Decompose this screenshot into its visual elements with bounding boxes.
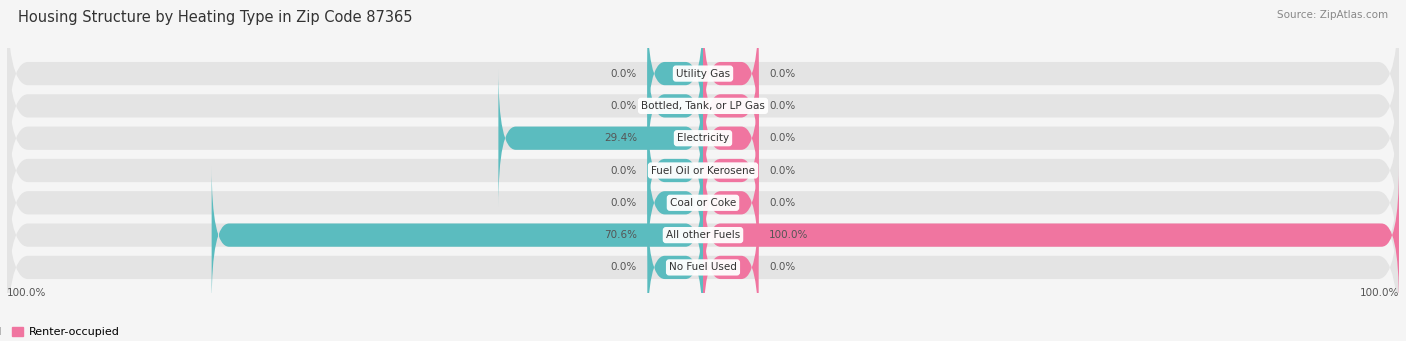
Text: 0.0%: 0.0% <box>769 165 796 176</box>
FancyBboxPatch shape <box>703 101 759 240</box>
FancyBboxPatch shape <box>647 198 703 337</box>
Text: 0.0%: 0.0% <box>610 69 637 78</box>
Text: Fuel Oil or Kerosene: Fuel Oil or Kerosene <box>651 165 755 176</box>
Text: Coal or Coke: Coal or Coke <box>669 198 737 208</box>
FancyBboxPatch shape <box>703 166 1399 304</box>
Text: No Fuel Used: No Fuel Used <box>669 263 737 272</box>
Text: 0.0%: 0.0% <box>769 133 796 143</box>
Text: 0.0%: 0.0% <box>769 101 796 111</box>
FancyBboxPatch shape <box>7 0 1399 159</box>
FancyBboxPatch shape <box>498 69 703 207</box>
Legend: Owner-occupied, Renter-occupied: Owner-occupied, Renter-occupied <box>0 323 124 341</box>
FancyBboxPatch shape <box>647 4 703 143</box>
Text: 0.0%: 0.0% <box>610 263 637 272</box>
FancyBboxPatch shape <box>703 134 759 272</box>
FancyBboxPatch shape <box>7 150 1399 321</box>
Text: Electricity: Electricity <box>676 133 730 143</box>
Text: 0.0%: 0.0% <box>610 165 637 176</box>
FancyBboxPatch shape <box>647 37 703 175</box>
Text: 0.0%: 0.0% <box>610 101 637 111</box>
FancyBboxPatch shape <box>7 118 1399 288</box>
FancyBboxPatch shape <box>703 37 759 175</box>
Text: 29.4%: 29.4% <box>603 133 637 143</box>
FancyBboxPatch shape <box>212 166 703 304</box>
FancyBboxPatch shape <box>7 53 1399 223</box>
FancyBboxPatch shape <box>7 85 1399 256</box>
Text: 100.0%: 100.0% <box>1360 288 1399 298</box>
FancyBboxPatch shape <box>647 101 703 240</box>
FancyBboxPatch shape <box>7 182 1399 341</box>
FancyBboxPatch shape <box>7 20 1399 191</box>
Text: Utility Gas: Utility Gas <box>676 69 730 78</box>
Text: 0.0%: 0.0% <box>769 198 796 208</box>
Text: 0.0%: 0.0% <box>769 263 796 272</box>
FancyBboxPatch shape <box>703 4 759 143</box>
Text: 100.0%: 100.0% <box>7 288 46 298</box>
Text: 100.0%: 100.0% <box>769 230 808 240</box>
FancyBboxPatch shape <box>703 198 759 337</box>
Text: Bottled, Tank, or LP Gas: Bottled, Tank, or LP Gas <box>641 101 765 111</box>
Text: Source: ZipAtlas.com: Source: ZipAtlas.com <box>1277 10 1388 20</box>
Text: Housing Structure by Heating Type in Zip Code 87365: Housing Structure by Heating Type in Zip… <box>18 10 413 25</box>
Text: 70.6%: 70.6% <box>605 230 637 240</box>
Text: 0.0%: 0.0% <box>769 69 796 78</box>
Text: All other Fuels: All other Fuels <box>666 230 740 240</box>
Text: 0.0%: 0.0% <box>610 198 637 208</box>
FancyBboxPatch shape <box>703 69 759 207</box>
FancyBboxPatch shape <box>647 134 703 272</box>
